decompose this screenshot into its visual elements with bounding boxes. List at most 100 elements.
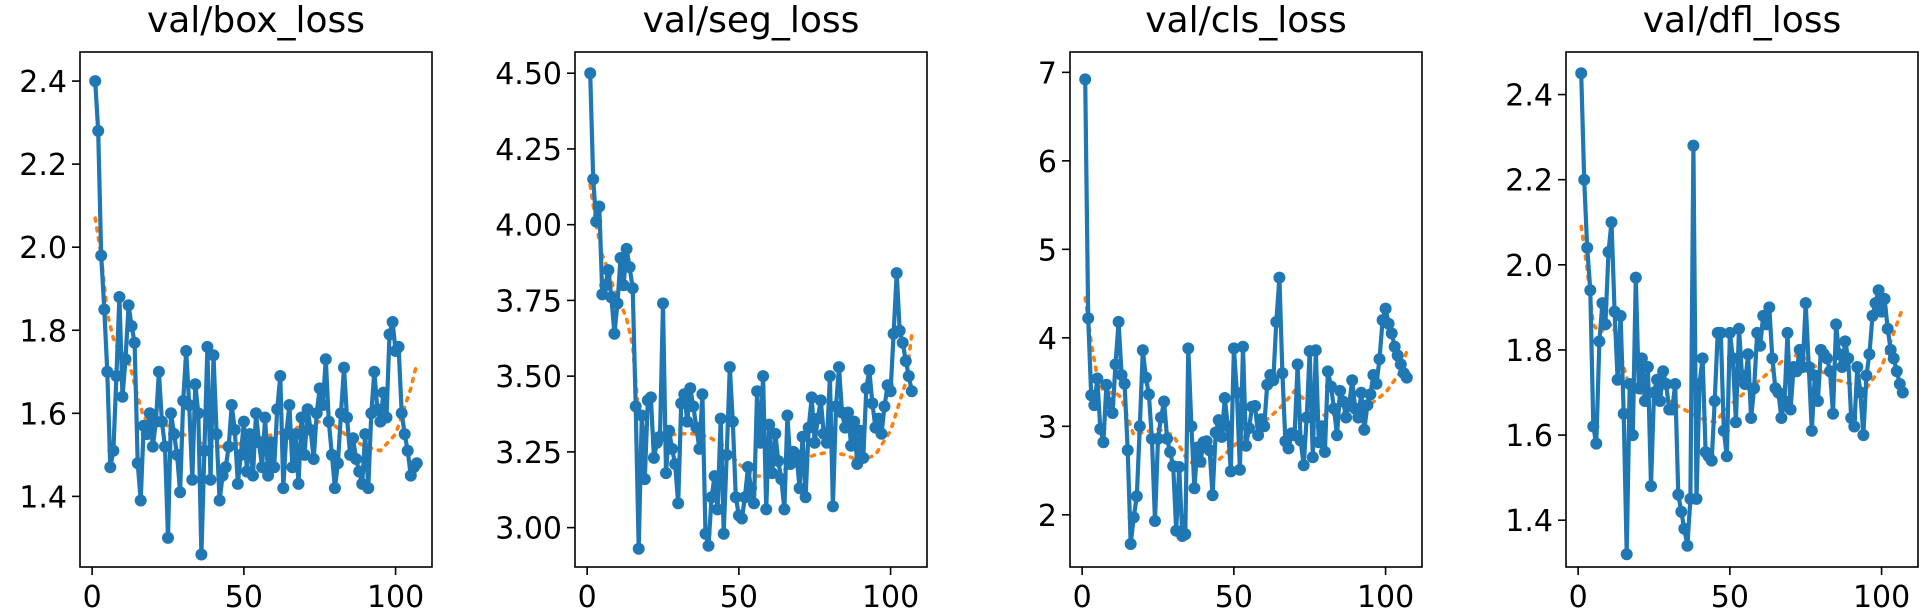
data-point bbox=[1617, 407, 1630, 420]
data-point bbox=[1717, 424, 1730, 437]
data-point bbox=[690, 421, 703, 434]
data-point bbox=[899, 355, 912, 367]
data-point bbox=[359, 428, 372, 441]
data-point bbox=[1230, 386, 1243, 399]
data-point bbox=[155, 415, 168, 428]
data-point bbox=[854, 424, 867, 437]
data-point bbox=[1103, 397, 1116, 410]
data-point bbox=[98, 303, 111, 316]
data-point bbox=[1726, 352, 1739, 365]
data-point bbox=[1772, 386, 1785, 399]
data-point bbox=[817, 427, 830, 440]
data-point bbox=[146, 440, 159, 453]
data-point bbox=[171, 448, 184, 461]
data-point bbox=[313, 382, 326, 395]
data-point bbox=[620, 242, 633, 255]
data-point bbox=[1763, 301, 1776, 314]
data-point bbox=[1675, 505, 1688, 518]
data-point bbox=[143, 407, 156, 420]
data-point bbox=[1142, 388, 1155, 401]
data-point bbox=[298, 448, 311, 461]
data-point bbox=[893, 324, 906, 337]
data-point bbox=[189, 378, 202, 391]
data-point bbox=[1227, 342, 1240, 355]
data-point bbox=[1611, 373, 1624, 386]
axis-ticks: 0 50 100 2 3 4 5 6 7 bbox=[1038, 56, 1414, 613]
y-tick-label: 2.0 bbox=[1505, 249, 1553, 284]
data-point bbox=[1164, 446, 1177, 458]
data-point bbox=[140, 428, 153, 441]
data-point bbox=[1632, 382, 1645, 395]
data-point bbox=[1155, 411, 1167, 424]
data-point bbox=[1760, 318, 1773, 331]
data-point bbox=[1385, 327, 1398, 340]
data-point bbox=[225, 399, 238, 411]
data-point bbox=[720, 448, 733, 461]
chart-title: val/dfl_loss bbox=[1643, 0, 1842, 41]
data-point bbox=[1294, 434, 1307, 447]
data-point bbox=[1751, 326, 1764, 339]
data-point bbox=[1833, 348, 1846, 361]
data-point bbox=[1872, 284, 1885, 297]
data-point bbox=[1188, 482, 1201, 495]
data-point bbox=[863, 364, 876, 377]
data-point bbox=[1605, 216, 1618, 229]
data-point bbox=[1581, 241, 1594, 254]
data-point bbox=[839, 421, 852, 434]
data-point bbox=[1705, 454, 1718, 467]
data-point bbox=[1575, 67, 1588, 80]
y-tick-label: 4 bbox=[1038, 322, 1057, 357]
data-point bbox=[742, 461, 754, 473]
data-point bbox=[186, 473, 199, 486]
data-point bbox=[131, 457, 144, 470]
data-point bbox=[1830, 318, 1843, 331]
data-point bbox=[1693, 378, 1706, 390]
x-tick-label: 50 bbox=[1711, 580, 1749, 613]
data-point bbox=[1590, 437, 1603, 450]
data-point bbox=[1088, 399, 1101, 412]
data-point bbox=[775, 473, 788, 486]
data-point bbox=[1373, 353, 1386, 366]
plot-area bbox=[79, 51, 433, 568]
data-point bbox=[587, 173, 600, 186]
data-point bbox=[1602, 246, 1615, 258]
data-point bbox=[593, 200, 606, 213]
data-point bbox=[362, 482, 375, 495]
data-point bbox=[219, 461, 232, 474]
results-series bbox=[1079, 73, 1413, 550]
data-point bbox=[1793, 343, 1806, 356]
data-point bbox=[1267, 374, 1280, 387]
chart-title: val/box_loss bbox=[147, 0, 365, 41]
data-point bbox=[1781, 326, 1794, 339]
data-point bbox=[386, 316, 399, 328]
data-point bbox=[1346, 374, 1359, 387]
data-point bbox=[259, 411, 272, 424]
data-point bbox=[304, 423, 317, 436]
data-point bbox=[231, 477, 244, 490]
data-point bbox=[398, 428, 411, 441]
plot-area bbox=[574, 51, 928, 568]
results-line bbox=[1083, 79, 1409, 547]
data-point bbox=[1221, 420, 1234, 433]
data-point bbox=[902, 370, 915, 383]
data-point bbox=[195, 548, 208, 561]
data-point bbox=[192, 407, 205, 420]
data-point bbox=[1133, 420, 1146, 433]
data-point bbox=[723, 361, 736, 374]
data-point bbox=[1139, 371, 1152, 384]
y-tick-label: 3.75 bbox=[495, 284, 562, 319]
chart-panel-dfl-loss: val/dfl_loss 0 50 100 1.4 1.6 1.8 2.0 2.2 2.4 bbox=[1505, 0, 1919, 613]
data-point bbox=[1273, 271, 1286, 284]
data-point bbox=[1100, 378, 1113, 391]
y-tick-label: 3.50 bbox=[495, 360, 562, 395]
data-point bbox=[1130, 490, 1143, 503]
data-point bbox=[1620, 548, 1633, 561]
data-point bbox=[301, 403, 314, 416]
data-point bbox=[1203, 444, 1216, 457]
data-point bbox=[714, 412, 727, 425]
data-point bbox=[201, 340, 214, 353]
y-tick-label: 4.00 bbox=[495, 209, 562, 244]
data-point bbox=[1890, 365, 1903, 378]
data-point bbox=[1206, 489, 1219, 502]
